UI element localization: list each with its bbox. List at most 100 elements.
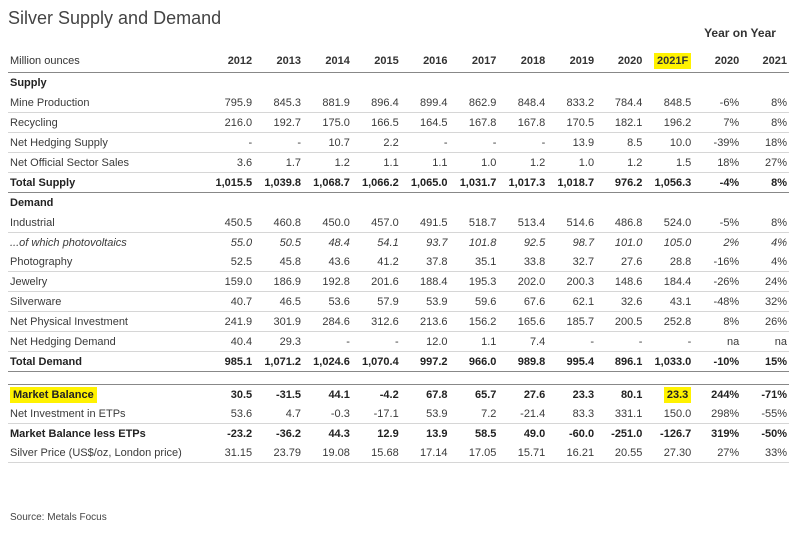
table-cell: 44.1 <box>328 388 350 401</box>
table-cell <box>741 193 789 214</box>
table-cell: 105.0 <box>663 236 692 249</box>
table-cell: 15.71 <box>498 443 548 463</box>
table-cell: 1.1 <box>351 152 401 173</box>
table-cell: 2.2 <box>351 132 401 153</box>
table-cell: 486.8 <box>596 213 645 233</box>
table-cell: 989.8 <box>498 351 548 372</box>
table-cell: -126.7 <box>660 427 692 440</box>
row-label: Net Hedging Supply <box>8 132 206 153</box>
table-cell: - <box>400 132 450 153</box>
table-cell: 67.8 <box>426 388 448 401</box>
table-cell: 19.08 <box>303 443 352 463</box>
table-cell: 200.5 <box>596 311 645 332</box>
table-cell: 170.5 <box>547 112 597 133</box>
table-cell: 896.4 <box>351 93 401 113</box>
table-cell: 92.5 <box>523 236 546 249</box>
table-cell: 1,024.6 <box>303 351 352 372</box>
table-cell: 196.2 <box>644 112 694 133</box>
spacer-row <box>8 371 789 385</box>
table-cell: -71% <box>761 388 787 401</box>
table-cell: 1,065.0 <box>400 172 450 193</box>
table-cell <box>254 371 304 385</box>
row-label: Net Investment in ETPs <box>8 404 206 424</box>
table-cell: -17.1 <box>351 404 401 424</box>
table-cell <box>644 193 693 214</box>
row-label: Jewelry <box>8 271 206 292</box>
table-cell: 3.6 <box>205 152 255 173</box>
header-year: 2019 <box>547 50 597 73</box>
table-cell: 833.2 <box>547 93 597 113</box>
table-cell: -4% <box>693 172 742 193</box>
header-units: Million ounces <box>8 50 206 73</box>
table-cell: 29.3 <box>254 331 304 352</box>
table-cell: 32.7 <box>547 252 597 272</box>
table-row: Net Investment in ETPs 53.6 4.7 -0.3 -17.1 53… <box>8 404 789 424</box>
table-cell: 24% <box>741 271 789 292</box>
table-cell: 298% <box>693 404 742 424</box>
table-cell: 17.14 <box>400 443 450 463</box>
source-note: Source: Metals Focus <box>10 512 107 523</box>
table-cell: 65.7 <box>474 388 497 401</box>
table-cell <box>205 73 254 94</box>
table-cell: 41.2 <box>351 252 401 272</box>
table-cell: 35.1 <box>449 252 499 272</box>
table-cell: 12.0 <box>400 331 450 352</box>
row-label: Net Official Sector Sales <box>8 152 206 173</box>
table-cell: 4% <box>771 236 787 249</box>
table-cell: 1.0 <box>449 152 499 173</box>
table-cell: 150.0 <box>644 404 694 424</box>
table-cell: -0.3 <box>303 404 352 424</box>
table-cell: 33.8 <box>498 252 548 272</box>
table-cell: 80.1 <box>620 388 643 401</box>
table-cell: - <box>254 132 304 153</box>
table-cell <box>401 73 450 94</box>
table-cell: - <box>303 331 352 352</box>
table-cell: 1.5 <box>644 152 694 173</box>
table-cell: 43.6 <box>303 252 352 272</box>
table-cell: 450.0 <box>303 213 352 233</box>
table-cell <box>596 73 644 94</box>
table-cell: 148.6 <box>596 271 645 292</box>
row-label: Net Physical Investment <box>8 311 206 332</box>
table-cell: 30.5 <box>230 388 253 401</box>
row-label: Total Demand <box>8 351 206 372</box>
table-cell: 8.5 <box>596 132 645 153</box>
table-cell <box>254 193 303 214</box>
table-cell <box>351 371 401 385</box>
table-cell: 13.9 <box>426 427 448 440</box>
table-cell: 185.7 <box>547 311 597 332</box>
table-cell: 165.6 <box>498 311 548 332</box>
table-cell: 513.4 <box>498 213 548 233</box>
header-year: 2020 <box>596 50 645 73</box>
header-year: 2020 <box>693 50 742 73</box>
table-cell: 8% <box>741 213 789 233</box>
table-cell: -31.5 <box>275 388 302 401</box>
table-cell: 57.9 <box>351 291 401 312</box>
table-cell: 44.3 <box>328 427 350 440</box>
table-cell: 319% <box>711 427 740 440</box>
table-cell: 331.1 <box>596 404 645 424</box>
table-cell: 1,015.5 <box>205 172 255 193</box>
table-cell <box>449 371 499 385</box>
table-cell: 10.7 <box>303 132 352 153</box>
table-cell: 53.9 <box>400 291 450 312</box>
table-cell <box>547 73 596 94</box>
table-cell <box>644 371 694 385</box>
table-cell <box>741 371 789 385</box>
table-cell <box>693 193 741 214</box>
table-cell: 188.4 <box>400 271 450 292</box>
table-cell: 518.7 <box>449 213 499 233</box>
table-cell <box>254 73 303 94</box>
table-header-row: Million ounces 2012 2013 2014 2015 2016 2017 20… <box>8 50 789 73</box>
table-cell: 284.6 <box>303 311 352 332</box>
table-cell: - <box>644 331 694 352</box>
row-label: Supply <box>10 77 47 89</box>
table-cell: -10% <box>693 351 742 372</box>
table-cell: 166.5 <box>351 112 401 133</box>
table-cell: 50.5 <box>279 236 302 249</box>
table-cell: 40.4 <box>205 331 255 352</box>
table-cell: 1,071.2 <box>254 351 304 372</box>
table-cell: 33% <box>741 443 789 463</box>
table-cell: 58.5 <box>474 427 497 440</box>
table-cell: 15.68 <box>351 443 401 463</box>
